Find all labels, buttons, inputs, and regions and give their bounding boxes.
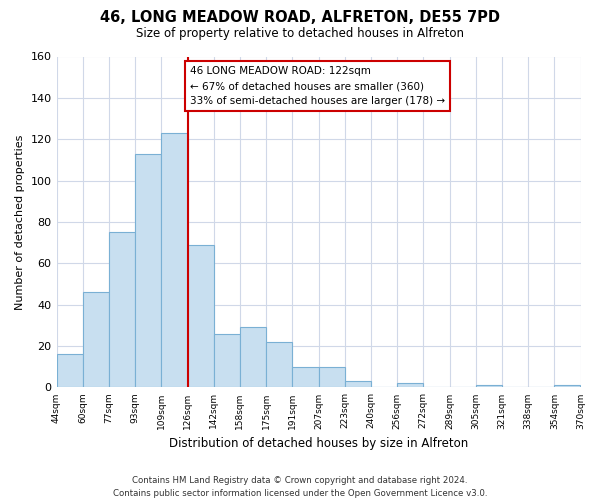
Bar (319, 366, 345, 388)
Text: 46, LONG MEADOW ROAD, ALFRETON, DE55 7PD: 46, LONG MEADOW ROAD, ALFRETON, DE55 7PD (100, 10, 500, 25)
Bar (135, 154, 161, 388)
Bar (345, 381, 371, 388)
Bar (266, 342, 292, 388)
X-axis label: Distribution of detached houses by size in Alfreton: Distribution of detached houses by size … (169, 437, 468, 450)
Bar (476, 386, 502, 388)
Bar (240, 328, 266, 388)
Bar (554, 386, 580, 388)
Bar (188, 244, 214, 388)
Text: 46 LONG MEADOW ROAD: 122sqm
← 67% of detached houses are smaller (360)
33% of se: 46 LONG MEADOW ROAD: 122sqm ← 67% of det… (190, 66, 445, 106)
Bar (83, 292, 109, 388)
Bar (214, 334, 240, 388)
Bar (56, 354, 83, 388)
Bar (161, 133, 188, 388)
Bar (109, 232, 135, 388)
Text: Contains HM Land Registry data © Crown copyright and database right 2024.
Contai: Contains HM Land Registry data © Crown c… (113, 476, 487, 498)
Y-axis label: Number of detached properties: Number of detached properties (15, 134, 25, 310)
Bar (397, 384, 424, 388)
Bar (292, 366, 319, 388)
Text: Size of property relative to detached houses in Alfreton: Size of property relative to detached ho… (136, 28, 464, 40)
